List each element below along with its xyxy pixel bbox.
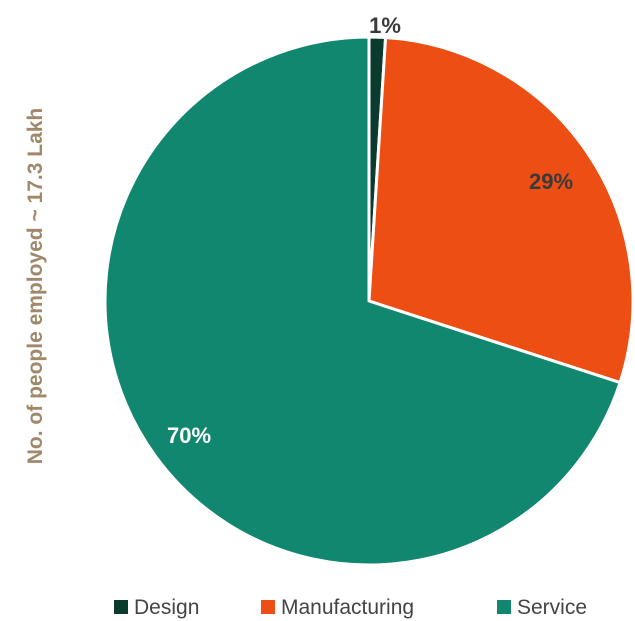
pie-slice-service	[103, 35, 622, 567]
data-label-design: 1%	[369, 13, 401, 38]
data-labels: 1% 29% 70%	[167, 13, 573, 448]
legend-label-service: Service	[517, 596, 587, 619]
data-label-manufacturing: 29%	[529, 169, 573, 194]
pie-slices	[103, 35, 635, 567]
legend-label-design: Design	[134, 596, 199, 619]
data-label-service: 70%	[167, 423, 211, 448]
legend: Design Manufacturing Service	[114, 596, 587, 619]
legend-label-manufacturing: Manufacturing	[281, 596, 414, 619]
legend-swatch-service	[497, 600, 511, 614]
y-axis-label: No. of people employed ~ 17.3 Lakh	[24, 108, 47, 465]
legend-swatch-manufacturing	[261, 600, 275, 614]
pie-slice-manufacturing	[367, 36, 635, 385]
legend-swatch-design	[114, 600, 128, 614]
